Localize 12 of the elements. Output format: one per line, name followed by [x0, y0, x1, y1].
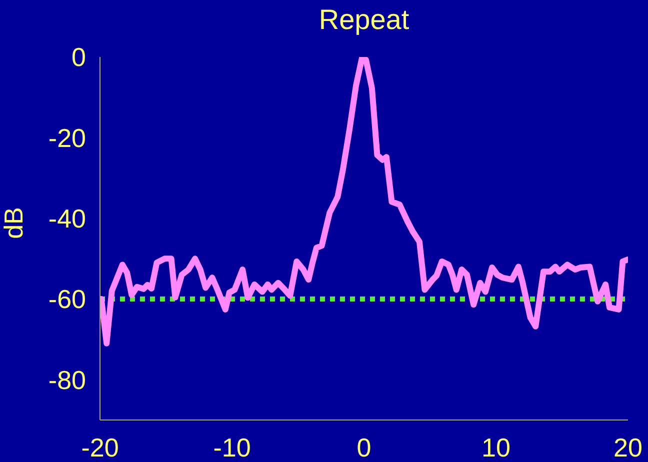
- y-axis-title: dB: [0, 207, 30, 239]
- y-tick-label: 0: [72, 42, 86, 72]
- y-tick-label: -60: [48, 284, 86, 314]
- x-tick-label: -20: [81, 432, 119, 462]
- x-tick-label: 20: [614, 432, 642, 462]
- x-tick-label: 10: [482, 432, 510, 462]
- y-tick-label: -40: [48, 204, 86, 234]
- y-tick-label: -20: [48, 122, 86, 153]
- chart-title: Repeat: [318, 4, 410, 36]
- y-tick-label: -80: [48, 364, 86, 395]
- x-tick-label: 0: [356, 432, 372, 462]
- x-tick-label: -10: [213, 432, 251, 462]
